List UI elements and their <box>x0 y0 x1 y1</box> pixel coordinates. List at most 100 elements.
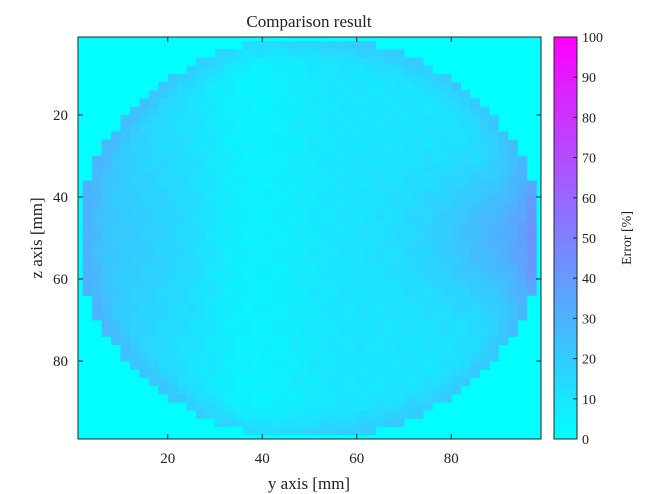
heatmap-cell <box>385 410 395 419</box>
heatmap-cell <box>347 279 358 288</box>
heatmap-cell <box>507 205 518 214</box>
heatmap-cell <box>366 295 377 305</box>
heatmap-cell <box>158 147 169 157</box>
heatmap-cell <box>394 57 405 67</box>
heatmap-cell <box>290 311 301 321</box>
heatmap-cell <box>139 311 150 321</box>
heatmap-cell <box>215 205 225 214</box>
heatmap-cell <box>356 287 367 296</box>
heatmap-cell <box>451 385 462 395</box>
heatmap-cell <box>233 287 244 296</box>
heatmap-cell <box>422 344 433 354</box>
heatmap-cell <box>290 238 301 247</box>
heatmap-cell <box>129 254 140 264</box>
heatmap-cell <box>120 180 131 190</box>
heatmap-cell <box>139 344 150 354</box>
heatmap-cell <box>177 221 188 231</box>
heatmap-cell <box>517 270 528 280</box>
heatmap-cell <box>479 221 490 231</box>
heatmap-cell <box>205 270 216 280</box>
heatmap-cell <box>385 352 395 362</box>
heatmap-cell <box>158 213 169 222</box>
heatmap-cell <box>403 196 414 206</box>
heatmap-cell <box>479 172 490 181</box>
heatmap-cell <box>366 155 377 165</box>
heatmap-cell <box>243 65 254 75</box>
heatmap-cell <box>526 196 537 206</box>
heatmap-cell <box>318 270 329 280</box>
heatmap-cell <box>262 172 273 181</box>
heatmap-cell <box>271 131 282 140</box>
heatmap-cell <box>224 139 235 149</box>
heatmap-cell <box>281 426 291 436</box>
heatmap-cell <box>403 361 414 370</box>
heatmap-cell <box>224 402 235 411</box>
heatmap-cell <box>262 205 273 214</box>
heatmap-cell <box>120 213 131 222</box>
heatmap-cell <box>224 49 235 58</box>
heatmap-cell <box>375 49 386 58</box>
heatmap-cell <box>328 82 339 91</box>
heatmap-cell <box>498 131 509 140</box>
heatmap-cell <box>167 180 178 190</box>
heatmap-cell <box>281 410 291 419</box>
heatmap-cell <box>394 344 405 354</box>
heatmap-cell <box>111 303 121 313</box>
heatmap-cell <box>205 361 216 370</box>
heatmap-cell <box>328 123 339 132</box>
heatmap-cell <box>337 139 348 149</box>
heatmap-cell <box>403 73 414 83</box>
heatmap-cell <box>177 147 188 157</box>
heatmap-cell <box>337 279 348 288</box>
heatmap-cell <box>196 344 206 354</box>
heatmap-cell <box>318 188 329 198</box>
heatmap-cell <box>224 123 235 132</box>
heatmap-cell <box>479 295 490 305</box>
heatmap-cell <box>498 139 509 149</box>
heatmap-cell <box>290 262 301 272</box>
heatmap-cell <box>375 361 386 370</box>
heatmap-cell <box>403 320 414 329</box>
heatmap-cell <box>300 287 310 296</box>
heatmap-cell <box>243 41 254 50</box>
heatmap-cell <box>233 82 244 91</box>
heatmap-cell <box>101 155 112 165</box>
heatmap-cell <box>375 287 386 296</box>
heatmap-cell <box>224 98 235 108</box>
heatmap-cell <box>290 131 301 140</box>
heatmap-cell <box>356 41 367 50</box>
heatmap-cell <box>337 221 348 231</box>
heatmap-cell <box>252 49 263 58</box>
heatmap-cell <box>460 123 471 132</box>
heatmap-cell <box>281 139 291 149</box>
heatmap-cell <box>432 172 443 181</box>
heatmap-cell <box>233 180 244 190</box>
heatmap-cell <box>243 57 254 67</box>
heatmap-cell <box>432 311 443 321</box>
heatmap-cell <box>309 213 320 222</box>
heatmap-cell <box>489 320 499 329</box>
heatmap-cell <box>356 205 367 214</box>
heatmap-cell <box>290 221 301 231</box>
heatmap-cell <box>92 196 103 206</box>
heatmap-cell <box>186 180 197 190</box>
heatmap-cell <box>111 172 121 181</box>
heatmap-cell <box>366 410 377 419</box>
heatmap-cell <box>328 254 339 264</box>
heatmap-cell <box>460 320 471 329</box>
colorbar-tick-label: 60 <box>582 192 596 207</box>
heatmap-cell <box>111 262 121 272</box>
heatmap-cell <box>262 279 273 288</box>
heatmap-cell <box>422 328 433 337</box>
heatmap-cell <box>403 385 414 395</box>
heatmap-cell <box>470 336 480 346</box>
heatmap-cell <box>205 114 216 124</box>
heatmap-cell <box>177 164 188 173</box>
heatmap-cell <box>328 262 339 272</box>
heatmap-cell <box>517 311 528 321</box>
heatmap-cell <box>158 205 169 214</box>
heatmap-cell <box>233 295 244 305</box>
heatmap-cell <box>281 295 291 305</box>
heatmap-cell <box>148 328 159 337</box>
heatmap-cell <box>139 361 150 370</box>
